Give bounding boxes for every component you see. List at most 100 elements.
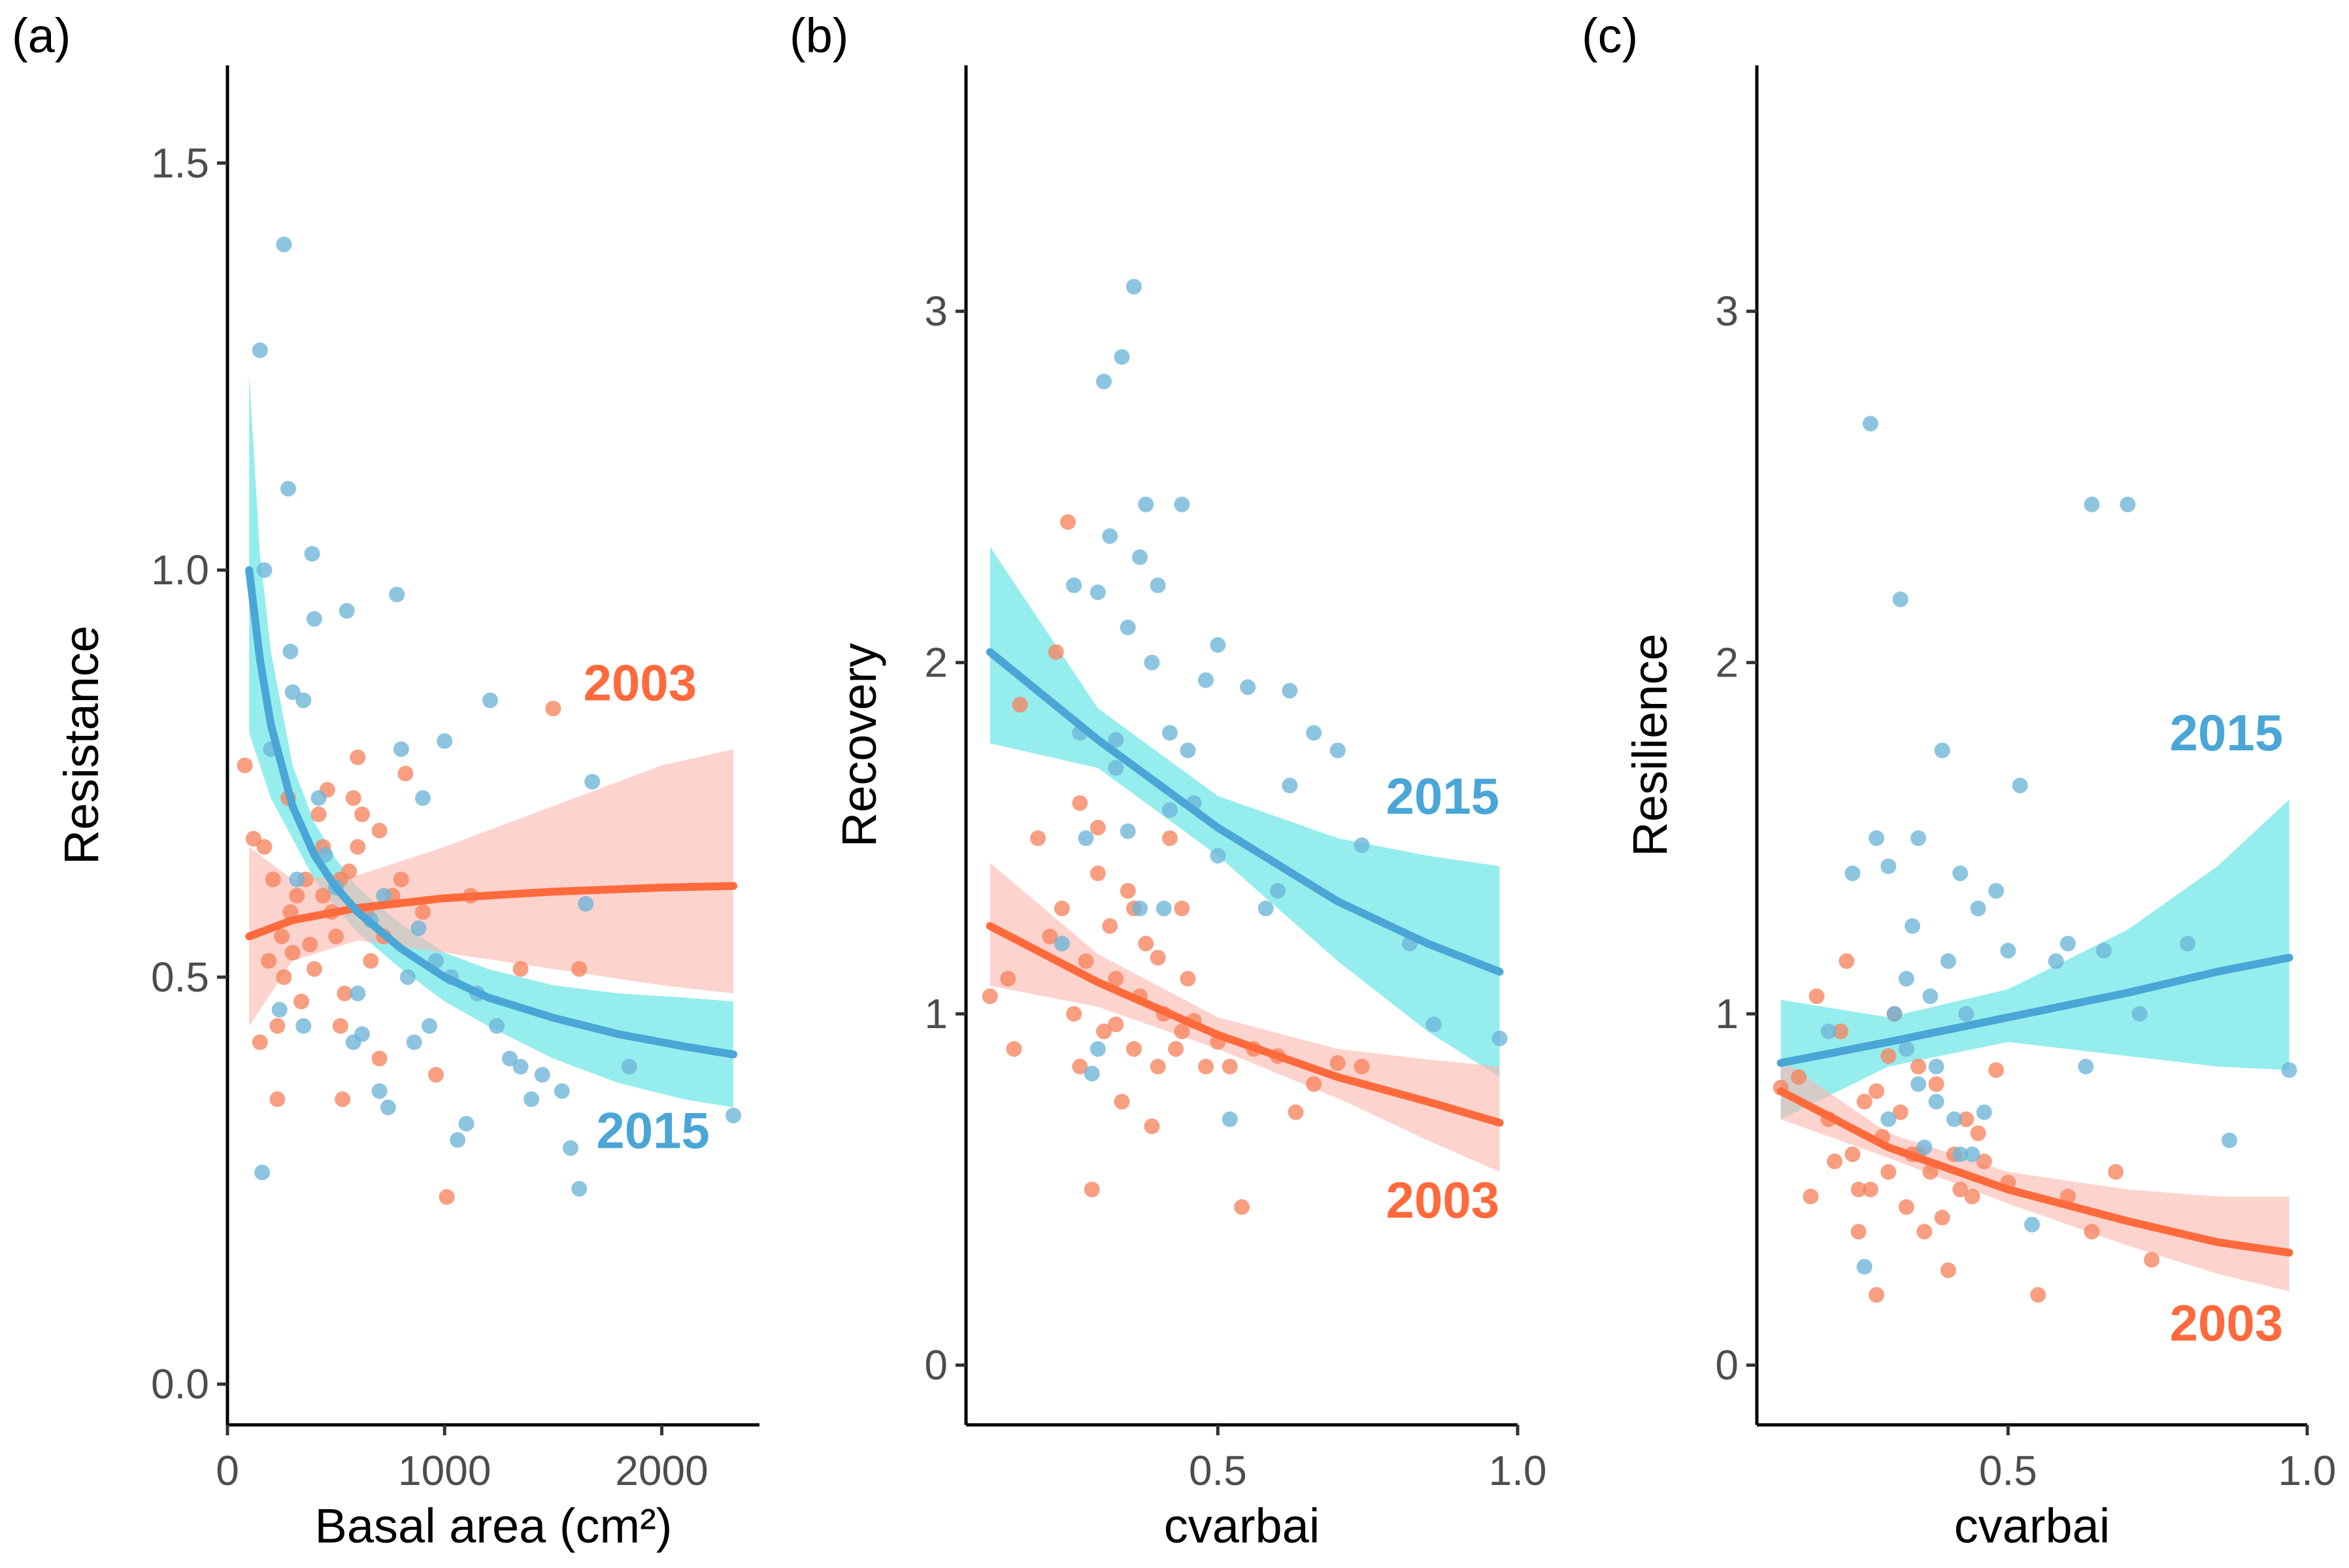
data-point-2003 — [1138, 935, 1154, 952]
data-point-2015 — [289, 871, 305, 888]
y-tick-label: 0 — [924, 1342, 948, 1389]
data-point-2003 — [289, 888, 305, 904]
y-tick-label: 1.0 — [151, 546, 209, 593]
x-tick-label: 2000 — [615, 1447, 708, 1494]
data-point-2015 — [2131, 1006, 2148, 1022]
data-point-2015 — [1138, 496, 1154, 512]
data-point-2015 — [1108, 731, 1124, 748]
x-axis-title: cvarbai — [1164, 1499, 1320, 1553]
data-point-2015 — [1258, 900, 1274, 916]
data-point-2015 — [339, 603, 355, 619]
fit-line-2003 — [1776, 1087, 2293, 1257]
data-point-2015 — [1856, 1259, 1873, 1275]
data-point-2003 — [354, 806, 370, 822]
data-point-2015 — [571, 1180, 588, 1197]
y-axis-title: Resilience — [1623, 633, 1677, 856]
data-point-2003 — [1880, 1048, 1897, 1064]
y-tick-label: 1.5 — [151, 139, 209, 186]
data-point-2015 — [2084, 496, 2100, 512]
data-point-2003 — [1928, 1076, 1944, 1092]
data-point-2003 — [256, 839, 273, 855]
data-point-2015 — [1222, 1111, 1238, 1127]
data-point-2003 — [1934, 1209, 1950, 1226]
data-point-2015 — [380, 1099, 396, 1116]
data-point-2015 — [1958, 1006, 1974, 1022]
data-point-2015 — [271, 1001, 288, 1018]
data-point-2003 — [1006, 1041, 1022, 1057]
data-point-2003 — [1090, 820, 1106, 836]
data-point-2003 — [252, 1034, 268, 1050]
data-point-2015 — [295, 1018, 312, 1034]
data-point-2015 — [1120, 823, 1136, 839]
data-point-2003 — [1922, 1164, 1939, 1180]
panel-a: 0.0 0.5 1.0 1.5 0 1000 2000 Basal area (cm²) Res… — [12, 8, 759, 1553]
y-tick-label: 0.0 — [151, 1361, 209, 1408]
data-point-2015 — [578, 895, 594, 912]
data-point-2015 — [393, 741, 409, 758]
data-point-2015 — [489, 1018, 505, 1034]
data-point-2015 — [1354, 837, 1370, 854]
data-point-2015 — [1922, 988, 1939, 1005]
data-point-2003 — [332, 1018, 348, 1034]
data-point-2015 — [2059, 935, 2076, 952]
data-point-2015 — [1928, 1093, 1944, 1110]
y-tick-label: 2 — [1715, 639, 1739, 686]
data-point-2003 — [1839, 953, 1855, 969]
data-point-2003 — [1084, 1181, 1100, 1197]
data-point-2015 — [276, 237, 292, 252]
data-point-2003 — [1898, 1199, 1914, 1215]
data-point-2003 — [274, 928, 290, 944]
data-point-2003 — [1102, 918, 1118, 934]
data-point-2003 — [1329, 1055, 1346, 1071]
series-label-2015: 2015 — [1386, 767, 1500, 825]
data-point-2015 — [1144, 654, 1160, 671]
data-point-2003 — [1000, 971, 1016, 987]
data-point-2015 — [415, 790, 431, 806]
data-point-2015 — [1108, 759, 1124, 776]
series-label-2015: 2015 — [596, 1102, 710, 1159]
data-point-2015 — [1161, 802, 1178, 818]
data-point-2015 — [1898, 971, 1914, 987]
data-point-2003 — [1108, 971, 1124, 987]
data-point-2003 — [1222, 1058, 1238, 1075]
data-point-2015 — [534, 1067, 550, 1083]
data-point-2003 — [1030, 830, 1046, 846]
data-point-2003 — [1850, 1224, 1867, 1240]
data-point-2015 — [725, 1107, 742, 1124]
data-point-2015 — [1210, 637, 1226, 653]
data-point-2015 — [524, 1091, 540, 1107]
data-point-2003 — [306, 961, 322, 977]
y-tick-label: 3 — [924, 288, 948, 335]
data-point-2015 — [2095, 942, 2112, 959]
data-point-2003 — [2030, 1287, 2046, 1303]
data-point-2015 — [1880, 858, 1897, 875]
data-point-2003 — [1354, 1058, 1370, 1075]
data-point-2003 — [1808, 988, 1825, 1005]
data-point-2003 — [1869, 1083, 1884, 1099]
data-point-2003 — [284, 944, 301, 961]
data-point-2015 — [304, 546, 320, 562]
panel-tag: (a) — [12, 8, 71, 63]
confidence-band-2003 — [990, 863, 1500, 1172]
data-point-2003 — [439, 1189, 455, 1205]
data-point-2003 — [1833, 1024, 1849, 1039]
data-point-2015 — [501, 1050, 518, 1067]
data-point-2003 — [1150, 950, 1166, 966]
y-tick-label: 0 — [1715, 1342, 1739, 1389]
fit-line-2015 — [245, 566, 738, 1059]
data-point-2003 — [293, 993, 309, 1010]
data-point-2015 — [1898, 1041, 1914, 1057]
data-point-2015 — [1282, 777, 1298, 793]
data-point-2003 — [276, 969, 292, 985]
data-point-2015 — [1180, 742, 1196, 759]
data-point-2003 — [302, 937, 318, 953]
data-point-2015 — [1905, 918, 1920, 934]
x-tick-label: 1.0 — [2278, 1447, 2337, 1494]
data-point-2003 — [1880, 1164, 1897, 1180]
data-point-2015 — [1976, 1104, 1992, 1120]
data-point-2003 — [982, 988, 998, 1005]
data-point-2015 — [1820, 1024, 1837, 1039]
data-point-2015 — [562, 1140, 578, 1156]
data-point-2015 — [1491, 1030, 1508, 1046]
data-point-2015 — [512, 1059, 529, 1075]
